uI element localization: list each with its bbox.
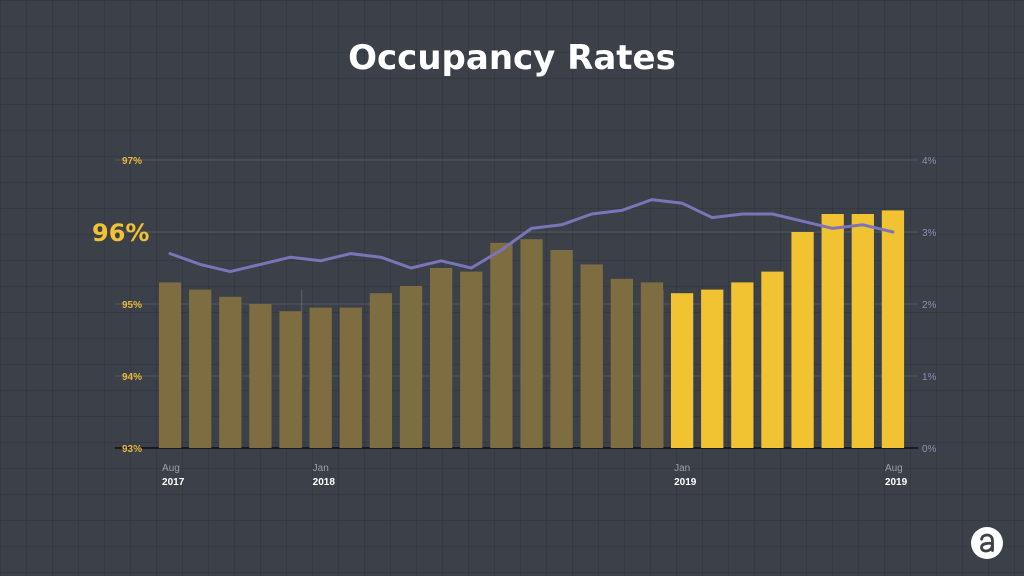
x-tick-month: Jan (313, 463, 329, 474)
left-tick-label: 95% (122, 300, 142, 311)
right-tick-label: 2% (922, 300, 937, 311)
x-tick-year: 2018 (313, 477, 336, 488)
bar-past (520, 239, 543, 448)
bar-current (670, 293, 694, 448)
x-tick-month: Aug (162, 463, 180, 474)
bar-past (339, 307, 362, 448)
bar-past (640, 282, 664, 448)
right-tick-label: 1% (922, 372, 937, 383)
bar-past (369, 293, 393, 448)
left-tick-label: 97% (122, 156, 142, 167)
bar-past (219, 296, 242, 448)
bar-current (821, 214, 844, 448)
x-tick-month: Aug (885, 463, 903, 474)
left-tick-label: 94% (122, 372, 142, 383)
bar-past (279, 311, 302, 448)
x-tick-year: 2019 (885, 477, 908, 488)
right-tick-label: 4% (922, 156, 937, 167)
a-logo-icon (971, 527, 1003, 559)
bar-current (761, 271, 784, 448)
left-axis-ticks: 93% 94% 95% 96% 97% (92, 156, 149, 455)
left-tick-label: 93% (122, 444, 142, 455)
right-tick-label: 3% (922, 228, 937, 239)
bar-current (791, 232, 814, 448)
x-axis-ticks: Aug 2017 Jan 2018 Jan 2019 Aug 2019 (162, 463, 908, 488)
line-path (168, 198, 895, 274)
bar-current (881, 210, 905, 448)
x-tick-month: Jan (674, 463, 690, 474)
line-series (168, 198, 895, 274)
bar-current (851, 214, 874, 448)
right-tick-label: 0% (922, 444, 937, 455)
bar-current (731, 282, 754, 448)
bar-past (610, 278, 634, 448)
x-tick-year: 2017 (162, 477, 185, 488)
x-tick-year: 2019 (674, 477, 697, 488)
bar-past (550, 250, 573, 448)
bar-past (249, 304, 272, 448)
bar-series (158, 210, 905, 448)
bar-past (158, 282, 182, 448)
gridlines (115, 159, 918, 449)
bar-past (490, 242, 513, 448)
bar-past (429, 268, 453, 448)
bar-past (460, 271, 483, 448)
left-tick-label: 96% (92, 219, 149, 247)
bar-past (309, 307, 332, 448)
chart-title: Occupancy Rates (348, 38, 676, 78)
bar-past (580, 264, 603, 448)
right-axis-ticks: 0% 1% 2% 3% 4% (922, 156, 937, 455)
bar-past (399, 286, 423, 448)
bar-past (189, 289, 212, 448)
bar-current (701, 289, 724, 448)
